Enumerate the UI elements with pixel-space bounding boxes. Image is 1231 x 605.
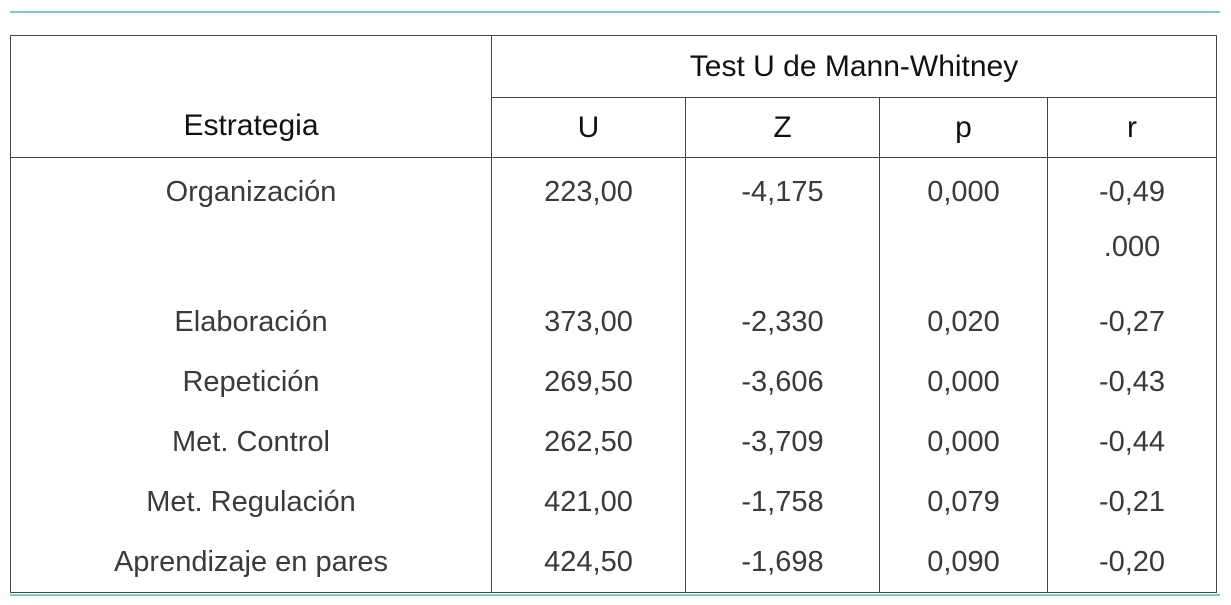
cell: -2,330 [685,292,880,352]
cell: -0,27 [1046,292,1218,352]
column-header: U [491,97,686,158]
cell: -0,21 [1046,472,1218,532]
data-row: Met. Regulación 421,00 -1,758 0,079 -0,21 [10,472,1218,532]
cell: -0,20 [1046,532,1218,593]
cell: 262,50 [491,412,686,472]
cell: -3,606 [685,352,880,412]
cell: 0,000 [879,352,1048,412]
cell: -0,44 [1046,412,1218,472]
cell: -1,758 [685,472,880,532]
top-rule [10,11,1220,13]
group-header: Test U de Mann-Whitney [490,35,1218,98]
cell: 0,000 [879,412,1048,472]
row-label: Elaboración [10,292,492,352]
cell: -3,709 [685,412,880,472]
row-label: Met. Control [10,412,492,472]
row-label: Repetición [10,352,492,412]
cell: 421,00 [491,472,686,532]
cell: 0,079 [879,472,1048,532]
cell: 373,00 [491,292,686,352]
bottom-rule [10,594,1220,596]
cell: 0,020 [879,292,1048,352]
cell: -0,43 [1046,352,1218,412]
cell: 0,000 [879,157,1048,292]
header-row: Estrategia Test U de Mann-Whitney [10,35,1218,158]
column-header: p [879,97,1048,158]
column-header: Estrategia [10,35,492,158]
cell: -1,698 [685,532,880,593]
column-header: Z [685,97,880,158]
data-row: Met. Control 262,50 -3,709 0,000 -0,44 [10,412,1218,472]
cell: -0,49 .000 [1046,157,1218,292]
data-row: Aprendizaje en pares 424,50 -1,698 0,090 -0,… [10,532,1218,593]
data-row: Organización 223,00 -4,175 0,000 -0,49 .000 [10,157,1218,292]
cell: 223,00 [491,157,686,292]
cell: -4,175 [685,157,880,292]
data-row: Repetición 269,50 -3,606 0,000 -0,43 [10,352,1218,412]
row-label: Organización [10,157,492,292]
data-row: Elaboración 373,00 -2,330 0,020 -0,27 [10,292,1218,352]
cell-line: .000 [1103,231,1161,263]
row-label: Met. Regulación [10,472,492,532]
cell: 269,50 [491,352,686,412]
cell: 0,090 [879,532,1048,593]
cell-line: -0,49 [1098,176,1166,208]
row-label: Aprendizaje en pares [10,532,492,593]
cell: 424,50 [491,532,686,593]
column-header: r [1046,97,1218,158]
